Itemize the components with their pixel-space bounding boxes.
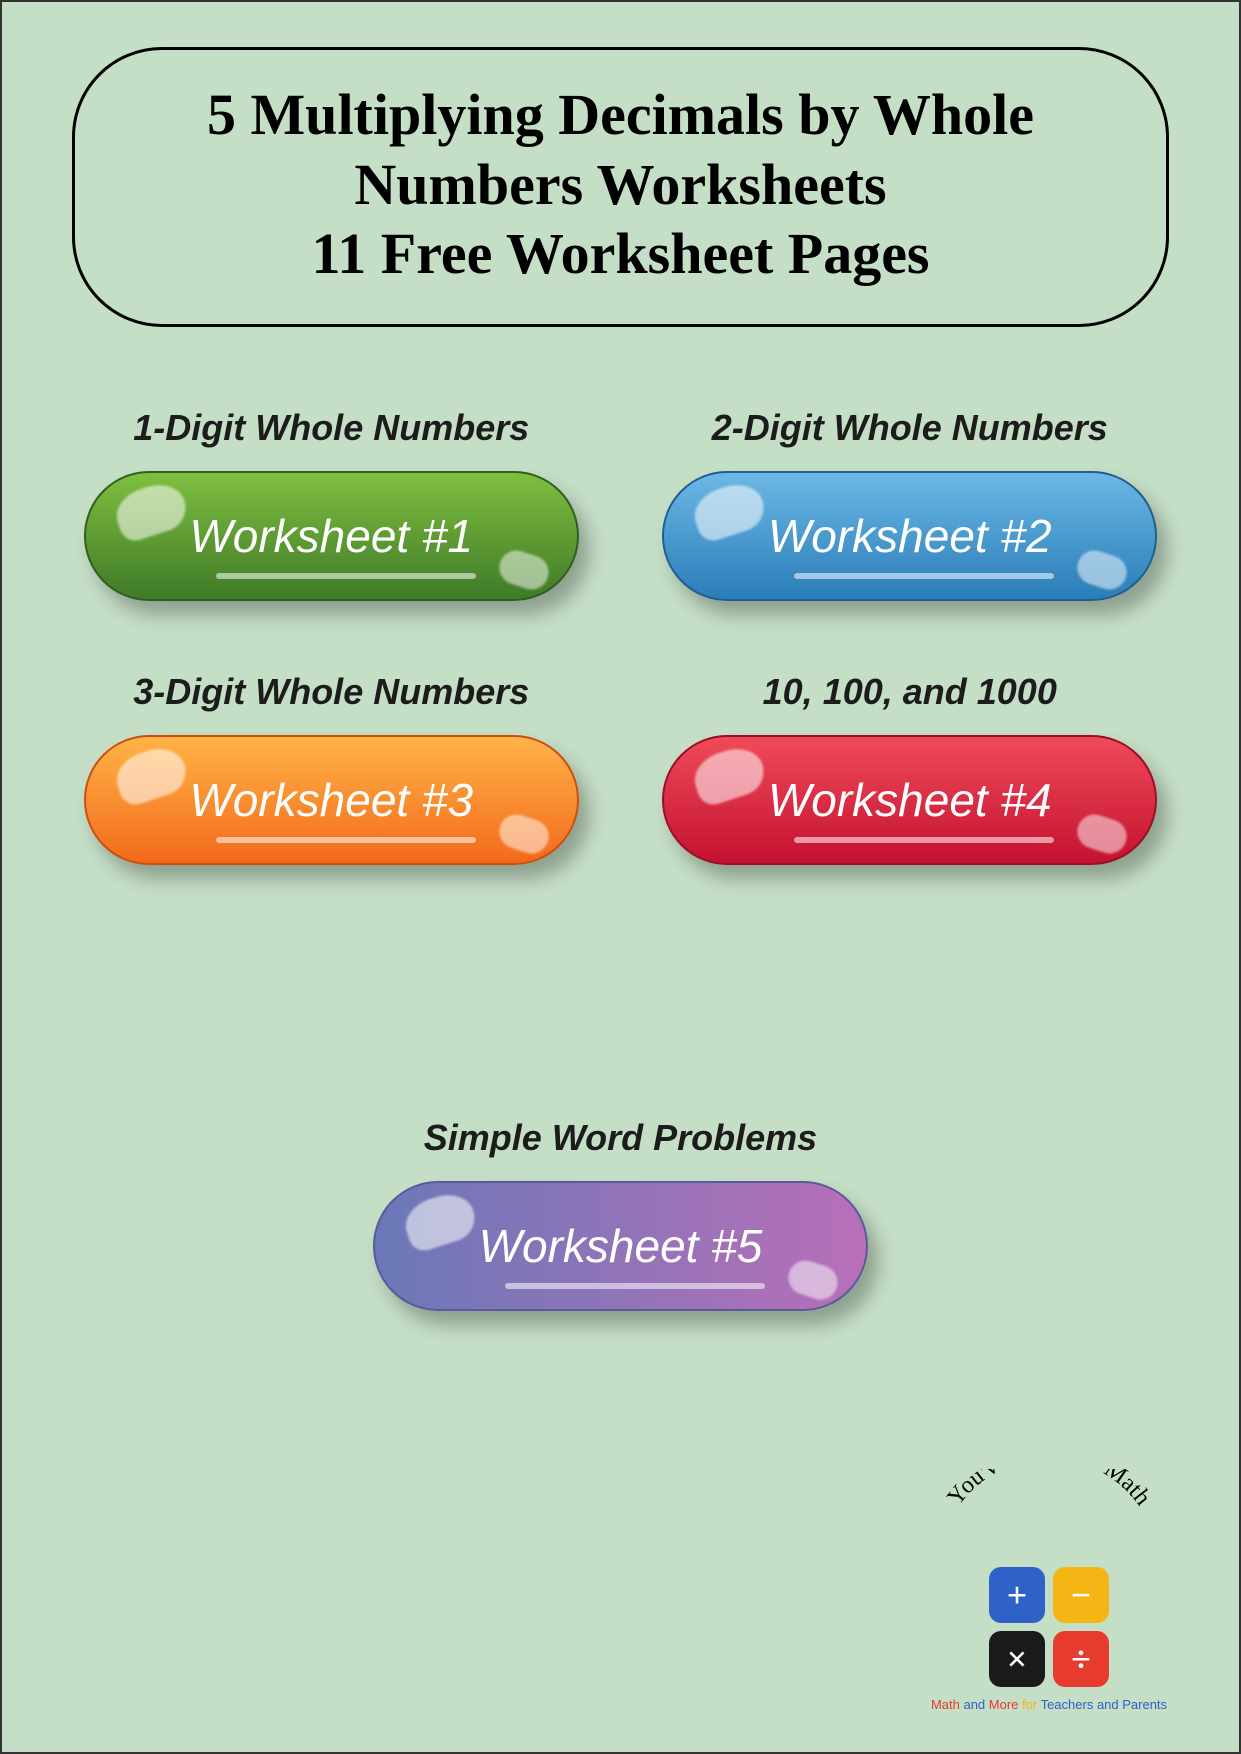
worksheet-heading: 1-Digit Whole Numbers <box>133 407 529 449</box>
logo-tagline: Math and More for Teachers and Parents <box>919 1697 1179 1712</box>
worksheet-item-4: 10, 100, and 1000 Worksheet #4 <box>651 671 1170 865</box>
gloss-underline <box>216 573 476 579</box>
worksheet-button-3[interactable]: Worksheet #3 <box>84 735 579 865</box>
gloss-highlight <box>110 741 191 808</box>
gloss-highlight <box>495 546 553 594</box>
title-line-3: 11 Free Worksheet Pages <box>115 219 1126 289</box>
worksheet-item-2: 2-Digit Whole Numbers Worksheet #2 <box>651 407 1170 601</box>
brand-logo: You've Got This Math + − × ÷ Math and Mo… <box>919 1469 1179 1712</box>
logo-tile-grid: + − × ÷ <box>919 1567 1179 1687</box>
gloss-highlight <box>689 741 770 808</box>
worksheet-item-3: 3-Digit Whole Numbers Worksheet #3 <box>72 671 591 865</box>
worksheet-label: Worksheet #3 <box>189 773 473 827</box>
title-line-2: Numbers Worksheets <box>115 150 1126 220</box>
worksheet-button-5[interactable]: Worksheet #5 <box>373 1181 868 1311</box>
worksheet-label: Worksheet #4 <box>768 773 1052 827</box>
worksheet-item-1: 1-Digit Whole Numbers Worksheet #1 <box>72 407 591 601</box>
plus-icon: + <box>989 1567 1045 1623</box>
worksheet-heading: Simple Word Problems <box>424 1117 817 1159</box>
times-icon: × <box>989 1631 1045 1687</box>
logo-curved-text: You've Got This Math <box>942 1469 1155 1510</box>
title-line-1: 5 Multiplying Decimals by Whole <box>115 80 1126 150</box>
worksheet-button-4[interactable]: Worksheet #4 <box>662 735 1157 865</box>
svg-text:You've Got This Math: You've Got This Math <box>942 1469 1155 1510</box>
worksheet-item-5: Simple Word Problems Worksheet #5 <box>2 1117 1239 1311</box>
worksheet-heading: 3-Digit Whole Numbers <box>133 671 529 713</box>
gloss-highlight <box>495 810 553 858</box>
gloss-highlight <box>1073 546 1131 594</box>
worksheet-label: Worksheet #1 <box>189 509 473 563</box>
minus-icon: − <box>1053 1567 1109 1623</box>
gloss-highlight <box>110 477 191 544</box>
gloss-underline <box>505 1283 765 1289</box>
gloss-underline <box>794 573 1054 579</box>
worksheet-heading: 10, 100, and 1000 <box>763 671 1057 713</box>
worksheet-grid: 1-Digit Whole Numbers Worksheet #1 2-Dig… <box>2 327 1239 865</box>
worksheet-heading: 2-Digit Whole Numbers <box>712 407 1108 449</box>
gloss-underline <box>794 837 1054 843</box>
curved-text-svg: You've Got This Math <box>919 1469 1179 1579</box>
gloss-underline <box>216 837 476 843</box>
worksheet-button-2[interactable]: Worksheet #2 <box>662 471 1157 601</box>
worksheet-label: Worksheet #5 <box>479 1219 763 1273</box>
gloss-highlight <box>689 477 770 544</box>
gloss-highlight <box>399 1187 480 1254</box>
gloss-highlight <box>1073 810 1131 858</box>
worksheet-label: Worksheet #2 <box>768 509 1052 563</box>
worksheet-button-1[interactable]: Worksheet #1 <box>84 471 579 601</box>
title-container: 5 Multiplying Decimals by Whole Numbers … <box>72 47 1169 327</box>
gloss-highlight <box>784 1256 842 1304</box>
divide-icon: ÷ <box>1053 1631 1109 1687</box>
